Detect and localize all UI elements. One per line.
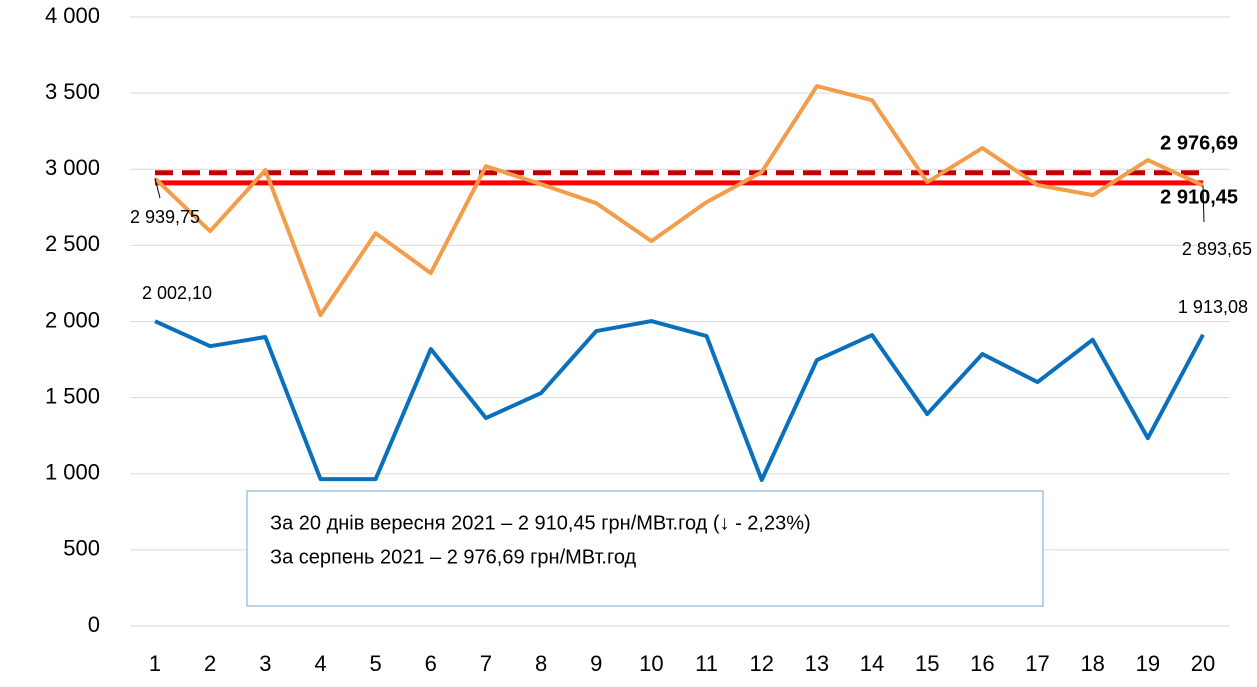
y-tick-label: 500 xyxy=(63,536,100,561)
reference-label: 2 910,45 xyxy=(1160,186,1238,208)
x-tick-label: 4 xyxy=(314,651,326,676)
series-line xyxy=(154,319,1205,482)
x-tick-label: 12 xyxy=(749,651,773,676)
x-tick-label: 14 xyxy=(860,651,884,676)
x-tick-label: 2 xyxy=(204,651,216,676)
x-tick-label: 5 xyxy=(370,651,382,676)
x-tick-label: 19 xyxy=(1136,651,1160,676)
series-line xyxy=(153,84,1204,318)
x-tick-label: 16 xyxy=(970,651,994,676)
x-tick-label: 7 xyxy=(480,651,492,676)
x-tick-label: 3 xyxy=(259,651,271,676)
x-tick-label: 20 xyxy=(1191,651,1215,676)
data-label: 2 893,65 xyxy=(1182,239,1252,259)
y-tick-label: 3 000 xyxy=(45,155,100,180)
x-tick-label: 1 xyxy=(149,651,161,676)
y-tick-label: 2 000 xyxy=(45,307,100,332)
x-tick-label: 8 xyxy=(535,651,547,676)
y-tick-label: 1 000 xyxy=(45,460,100,485)
y-tick-label: 0 xyxy=(88,612,100,637)
annotation-text: За серпень 2021 – 2 976,69 грн/МВт.год xyxy=(270,546,637,568)
y-tick-label: 1 500 xyxy=(45,383,100,408)
x-tick-label: 13 xyxy=(805,651,829,676)
x-tick-label: 6 xyxy=(425,651,437,676)
annotation-box xyxy=(246,490,1044,607)
data-label: 2 939,75 xyxy=(130,207,200,227)
y-tick-label: 3 500 xyxy=(45,79,100,104)
x-tick-label: 11 xyxy=(695,651,718,676)
data-label: 2 002,10 xyxy=(142,283,212,303)
annotation-text: За 20 днів вересня 2021 – 2 910,45 грн/М… xyxy=(270,512,811,534)
leader-line xyxy=(154,178,161,199)
x-tick-label: 17 xyxy=(1025,651,1049,676)
y-tick-label: 4 000 xyxy=(45,3,100,28)
leader-line xyxy=(1202,185,1205,223)
x-tick-label: 15 xyxy=(915,651,939,676)
x-tick-label: 18 xyxy=(1080,651,1104,676)
y-tick-label: 2 500 xyxy=(45,231,100,256)
x-tick-label: 9 xyxy=(590,651,602,676)
x-tick-label: 10 xyxy=(639,651,663,676)
data-label: 1 913,08 xyxy=(1178,297,1248,317)
reference-label: 2 976,69 xyxy=(1160,132,1238,154)
